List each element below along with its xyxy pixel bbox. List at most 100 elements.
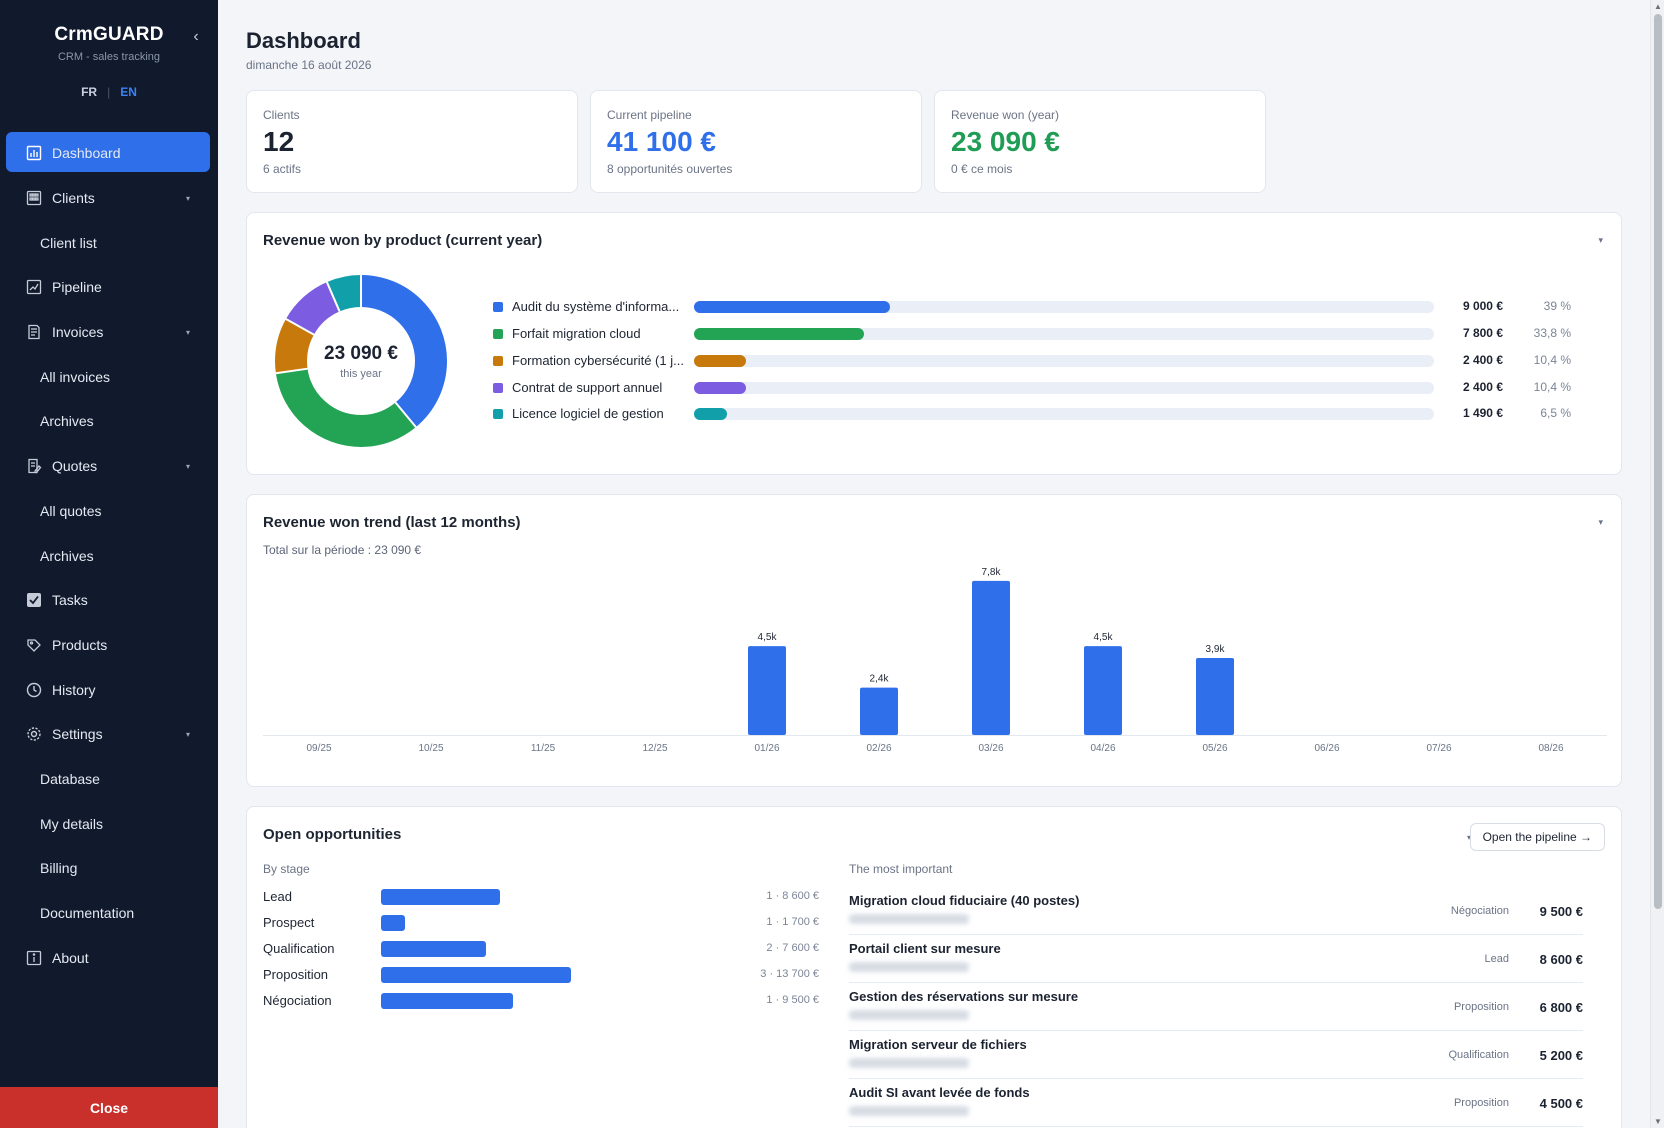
product-row: Licence logiciel de gestion 1 490 € 6,5 % <box>493 404 1571 424</box>
page-scrollbar[interactable]: ▲ ▼ <box>1650 0 1664 1128</box>
brand-subtitle: CRM - sales tracking <box>57 51 161 63</box>
kpi-label: Revenue won (year) <box>951 108 1060 122</box>
opportunity-row[interactable]: Migration serveur de fichiers Qualificati… <box>849 1031 1583 1079</box>
page-title: Dashboard <box>246 28 361 53</box>
sidebar-item-dashboard[interactable]: Dashboard <box>0 131 218 176</box>
kpi-value: 41 100 € <box>607 126 716 157</box>
sidebar-item-history[interactable]: History <box>0 667 218 712</box>
open-opportunities-panel: Open opportunities ▾ Open the pipeline →… <box>246 806 1622 1128</box>
stage-bar <box>381 889 500 905</box>
opportunity-client-redacted <box>849 1010 969 1020</box>
kpi-card-clients: Clients 12 6 actifs <box>246 90 578 193</box>
sidebar: CrmGUARD CRM - sales tracking ‹ FR | EN Da… <box>0 0 218 1128</box>
x-tick-label: 12/25 <box>642 743 667 754</box>
donut-svg <box>275 275 447 447</box>
stage-row: Négociation 1 · 9 500 € <box>263 991 819 1011</box>
brand: CrmGUARD CRM - sales tracking <box>0 24 218 63</box>
sidebar-item-database[interactable]: Database <box>0 757 218 802</box>
sidebar-item-all-quotes[interactable]: All quotes <box>0 489 218 534</box>
scroll-down-icon[interactable]: ▼ <box>1654 1117 1662 1126</box>
sidebar-item-label: My details <box>40 815 104 832</box>
chevron-left-icon[interactable]: ‹ <box>193 28 199 45</box>
sidebar-item-client-list[interactable]: Client list <box>0 220 218 265</box>
legend-swatch <box>493 329 503 339</box>
chevron-down-icon: ▾ <box>185 461 190 471</box>
sidebar-item-invoice-archives[interactable]: Archives <box>0 399 218 444</box>
donut-center: 23 090 € this year <box>269 269 453 453</box>
lang-separator: | <box>107 85 111 99</box>
kpi-value: 23 090 € <box>951 126 1060 157</box>
stage-row: Prospect 1 · 1 700 € <box>263 913 819 933</box>
sidebar-item-quotes[interactable]: Quotes ▾ <box>0 444 218 489</box>
opportunity-amount: 4 500 € <box>1539 1096 1583 1111</box>
kpi-value: 12 <box>263 126 295 157</box>
sidebar-item-label: Dashboard <box>52 145 121 162</box>
lang-fr-button[interactable]: FR <box>81 85 98 99</box>
chevron-down-icon[interactable]: ▾ <box>1466 833 1471 842</box>
sidebar-item-about[interactable]: About <box>0 935 218 980</box>
x-tick-label: 05/26 <box>1202 743 1227 754</box>
opportunity-stage: Qualification <box>1448 1049 1509 1061</box>
stage-bar <box>381 915 405 931</box>
opportunity-row[interactable]: Migration cloud fiduciaire (40 postes) Né… <box>849 887 1583 935</box>
scroll-up-icon[interactable]: ▲ <box>1654 2 1662 11</box>
opportunity-row[interactable]: Audit SI avant levée de fonds Proposition… <box>849 1079 1583 1127</box>
history-icon <box>26 682 42 698</box>
lang-en-button[interactable]: EN <box>120 85 137 99</box>
opportunity-name: Portail client sur mesure <box>849 941 1001 956</box>
stage-row: Proposition 3 · 13 700 € <box>263 965 819 985</box>
product-amount: 2 400 € <box>1462 353 1503 367</box>
main-content: Dashboard dimanche 16 août 2026 Clients … <box>218 0 1650 1128</box>
sidebar-item-label: Tasks <box>52 592 88 609</box>
sidebar-item-label: Invoices <box>52 324 104 341</box>
kpi-sub: 8 opportunités ouvertes <box>607 162 733 176</box>
most-important-label: The most important <box>849 862 953 876</box>
product-percent: 39 % <box>1543 299 1571 313</box>
scrollbar-thumb[interactable] <box>1654 14 1662 909</box>
product-name: Licence logiciel de gestion <box>512 406 664 421</box>
opportunity-row[interactable]: Portail client sur mesure Lead 8 600 € <box>849 935 1583 983</box>
product-name: Formation cybersécurité (1 j... <box>512 353 684 368</box>
donut-separator <box>325 281 341 312</box>
revenue-trend-panel: Revenue won trend (last 12 months) ▾ Tot… <box>246 494 1622 787</box>
sidebar-item-all-invoices[interactable]: All invoices <box>0 354 218 399</box>
trend-subtitle: Total sur la période : 23 090 € <box>263 543 422 557</box>
opportunity-amount: 5 200 € <box>1539 1048 1583 1063</box>
donut-total: 23 090 € <box>324 342 398 364</box>
sidebar-item-invoices[interactable]: Invoices ▾ <box>0 310 218 355</box>
close-button[interactable]: Close <box>0 1087 218 1128</box>
sidebar-item-quote-archives[interactable]: Archives <box>0 533 218 578</box>
chevron-down-icon[interactable]: ▾ <box>1598 235 1603 245</box>
sidebar-item-products[interactable]: Products <box>0 623 218 668</box>
panel-title: Revenue won by product (current year) <box>263 232 543 249</box>
donut-total-label: this year <box>340 367 382 380</box>
product-amount: 9 000 € <box>1462 299 1503 313</box>
product-revenue-panel: Revenue won by product (current year) ▾ … <box>246 212 1622 475</box>
chevron-down-icon[interactable]: ▾ <box>1598 517 1603 527</box>
open-pipeline-button[interactable]: Open the pipeline → <box>1469 823 1605 851</box>
product-amount: 7 800 € <box>1462 326 1503 340</box>
product-percent: 33,8 % <box>1533 326 1571 340</box>
tasks-icon <box>26 592 42 608</box>
opportunity-stage: Lead <box>1484 953 1509 965</box>
opportunity-row[interactable]: Gestion des réservations sur mesure Propo… <box>849 983 1583 1031</box>
sidebar-item-clients[interactable]: Clients ▾ <box>0 176 218 221</box>
product-row: Formation cybersécurité (1 j... 2 400 € 10… <box>493 351 1571 371</box>
sidebar-item-label: Settings <box>52 726 103 743</box>
product-row: Forfait migration cloud 7 800 € 33,8 % <box>493 324 1571 344</box>
sidebar-item-my-details[interactable]: My details <box>0 801 218 846</box>
sidebar-item-documentation[interactable]: Documentation <box>0 891 218 936</box>
x-tick-label: 09/25 <box>306 743 331 754</box>
chevron-down-icon: ▾ <box>185 193 190 203</box>
sidebar-item-settings[interactable]: Settings ▾ <box>0 712 218 757</box>
donut-separator <box>285 318 315 336</box>
sidebar-item-tasks[interactable]: Tasks <box>0 578 218 623</box>
sidebar-item-pipeline[interactable]: Pipeline <box>0 265 218 310</box>
legend-swatch <box>493 302 503 312</box>
x-tick-label: 10/25 <box>418 743 443 754</box>
product-bar-track <box>694 355 1434 367</box>
chart-bar <box>860 687 898 735</box>
sidebar-item-billing[interactable]: Billing <box>0 846 218 891</box>
stage-name: Prospect <box>263 915 315 930</box>
product-row: Contrat de support annuel 2 400 € 10,4 % <box>493 378 1571 398</box>
